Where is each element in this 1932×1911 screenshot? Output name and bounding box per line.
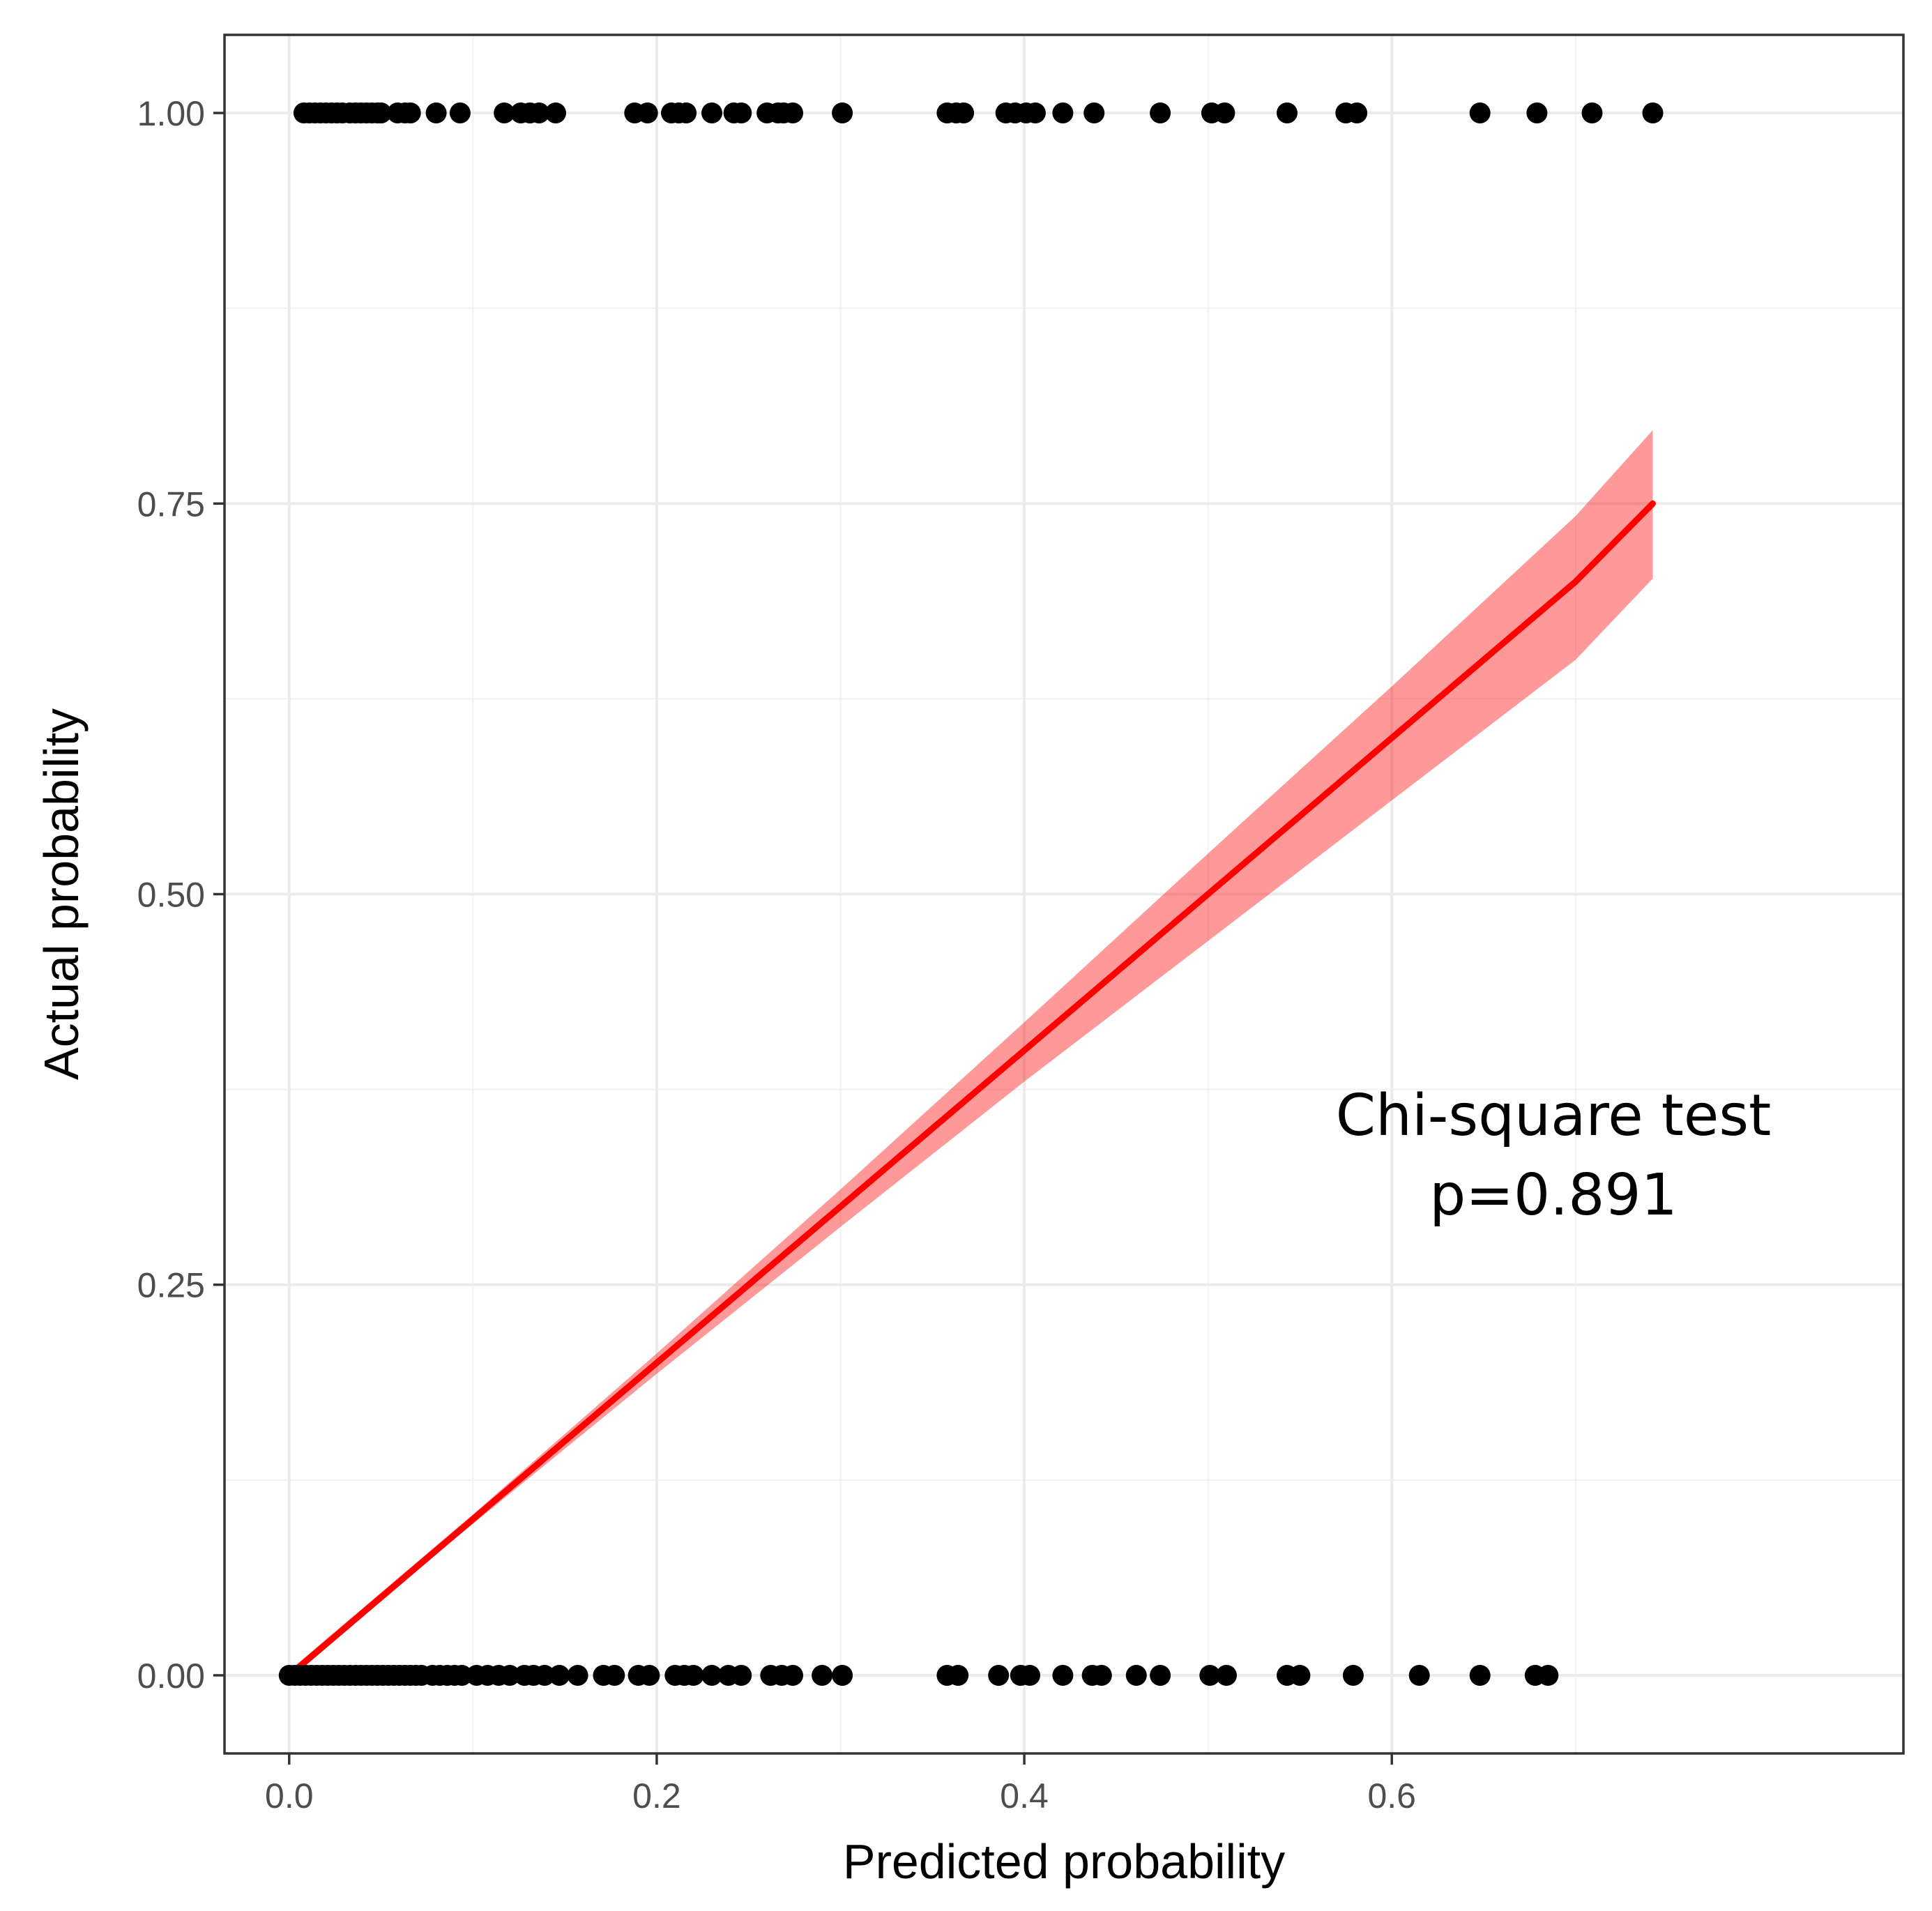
y-tick-label: 0.25 bbox=[137, 1266, 205, 1305]
y-tick-label: 0.00 bbox=[137, 1657, 205, 1696]
observed-point-nonevent bbox=[812, 1665, 833, 1686]
observed-point-nonevent bbox=[1150, 1665, 1171, 1686]
observed-point-event bbox=[494, 102, 515, 123]
observed-point-event bbox=[400, 102, 421, 123]
observed-point-nonevent bbox=[1019, 1665, 1040, 1686]
observed-point-nonevent bbox=[701, 1665, 722, 1686]
observed-point-event bbox=[731, 102, 752, 123]
observed-point-event bbox=[1024, 102, 1046, 123]
y-tick-label: 0.75 bbox=[137, 485, 205, 524]
observed-point-nonevent bbox=[1052, 1665, 1074, 1686]
observed-point-event bbox=[449, 102, 471, 123]
observed-point-event bbox=[1214, 102, 1235, 123]
x-axis-title: Predicted probability bbox=[843, 1834, 1285, 1889]
observed-point-event bbox=[782, 102, 803, 123]
observed-point-event bbox=[425, 102, 447, 123]
observed-point-nonevent bbox=[731, 1665, 752, 1686]
observed-point-event bbox=[676, 102, 697, 123]
y-tick-label: 0.50 bbox=[137, 876, 205, 915]
observed-point-nonevent bbox=[499, 1665, 521, 1686]
observed-point-nonevent bbox=[1216, 1665, 1237, 1686]
observed-point-nonevent bbox=[451, 1665, 473, 1686]
observed-point-event bbox=[545, 102, 566, 123]
observed-point-event bbox=[1526, 102, 1548, 123]
observed-point-nonevent bbox=[1199, 1665, 1221, 1686]
observed-point-event bbox=[1277, 102, 1298, 123]
observed-point-nonevent bbox=[549, 1665, 570, 1686]
observed-point-event bbox=[953, 102, 975, 123]
observed-point-event bbox=[1346, 102, 1368, 123]
observed-point-nonevent bbox=[567, 1665, 588, 1686]
observed-point-nonevent bbox=[782, 1665, 803, 1686]
observed-point-nonevent bbox=[534, 1665, 556, 1686]
x-tick-label: 0.2 bbox=[632, 1776, 681, 1815]
observed-point-event bbox=[1150, 102, 1171, 123]
observed-point-nonevent bbox=[639, 1665, 660, 1686]
observed-point-nonevent bbox=[1342, 1665, 1364, 1686]
observed-point-event bbox=[528, 102, 550, 123]
observed-point-nonevent bbox=[683, 1665, 704, 1686]
observed-point-event bbox=[1581, 102, 1603, 123]
observed-point-event bbox=[637, 102, 658, 123]
gridlines bbox=[225, 35, 1903, 1753]
observed-point-nonevent bbox=[1408, 1665, 1430, 1686]
observed-point-event bbox=[1083, 102, 1105, 123]
calibration-line-path bbox=[286, 500, 1656, 1679]
observed-point-event bbox=[1469, 102, 1491, 123]
observed-points bbox=[278, 102, 1664, 1686]
observed-point-nonevent bbox=[948, 1665, 969, 1686]
y-tick-label: 1.00 bbox=[137, 94, 205, 133]
y-axis-title: Actual probability bbox=[34, 708, 89, 1080]
observed-point-event bbox=[1642, 102, 1664, 123]
observed-point-nonevent bbox=[604, 1665, 625, 1686]
observed-point-nonevent bbox=[1125, 1665, 1147, 1686]
annotation-title: Chi-square test bbox=[1336, 1083, 1772, 1149]
observed-point-nonevent bbox=[832, 1665, 853, 1686]
x-tick-label: 0.4 bbox=[1000, 1776, 1049, 1815]
annotation-p-value: p=0.891 bbox=[1429, 1162, 1678, 1228]
observed-point-nonevent bbox=[1289, 1665, 1311, 1686]
calibration-line bbox=[286, 500, 1656, 1679]
observed-point-event bbox=[370, 102, 392, 123]
observed-point-nonevent bbox=[1469, 1665, 1491, 1686]
observed-point-event bbox=[832, 102, 853, 123]
x-tick-label: 0.6 bbox=[1367, 1776, 1416, 1815]
observed-point-event bbox=[701, 102, 722, 123]
observed-point-event bbox=[1052, 102, 1074, 123]
x-tick-label: 0.0 bbox=[265, 1776, 314, 1815]
axes: 0.0 0.2 0.4 0.6 0.00 0.25 0.50 0.75 1.00 bbox=[137, 94, 1416, 1815]
observed-point-nonevent bbox=[1537, 1665, 1559, 1686]
observed-point-nonevent bbox=[988, 1665, 1010, 1686]
observed-point-nonevent bbox=[1090, 1665, 1112, 1686]
